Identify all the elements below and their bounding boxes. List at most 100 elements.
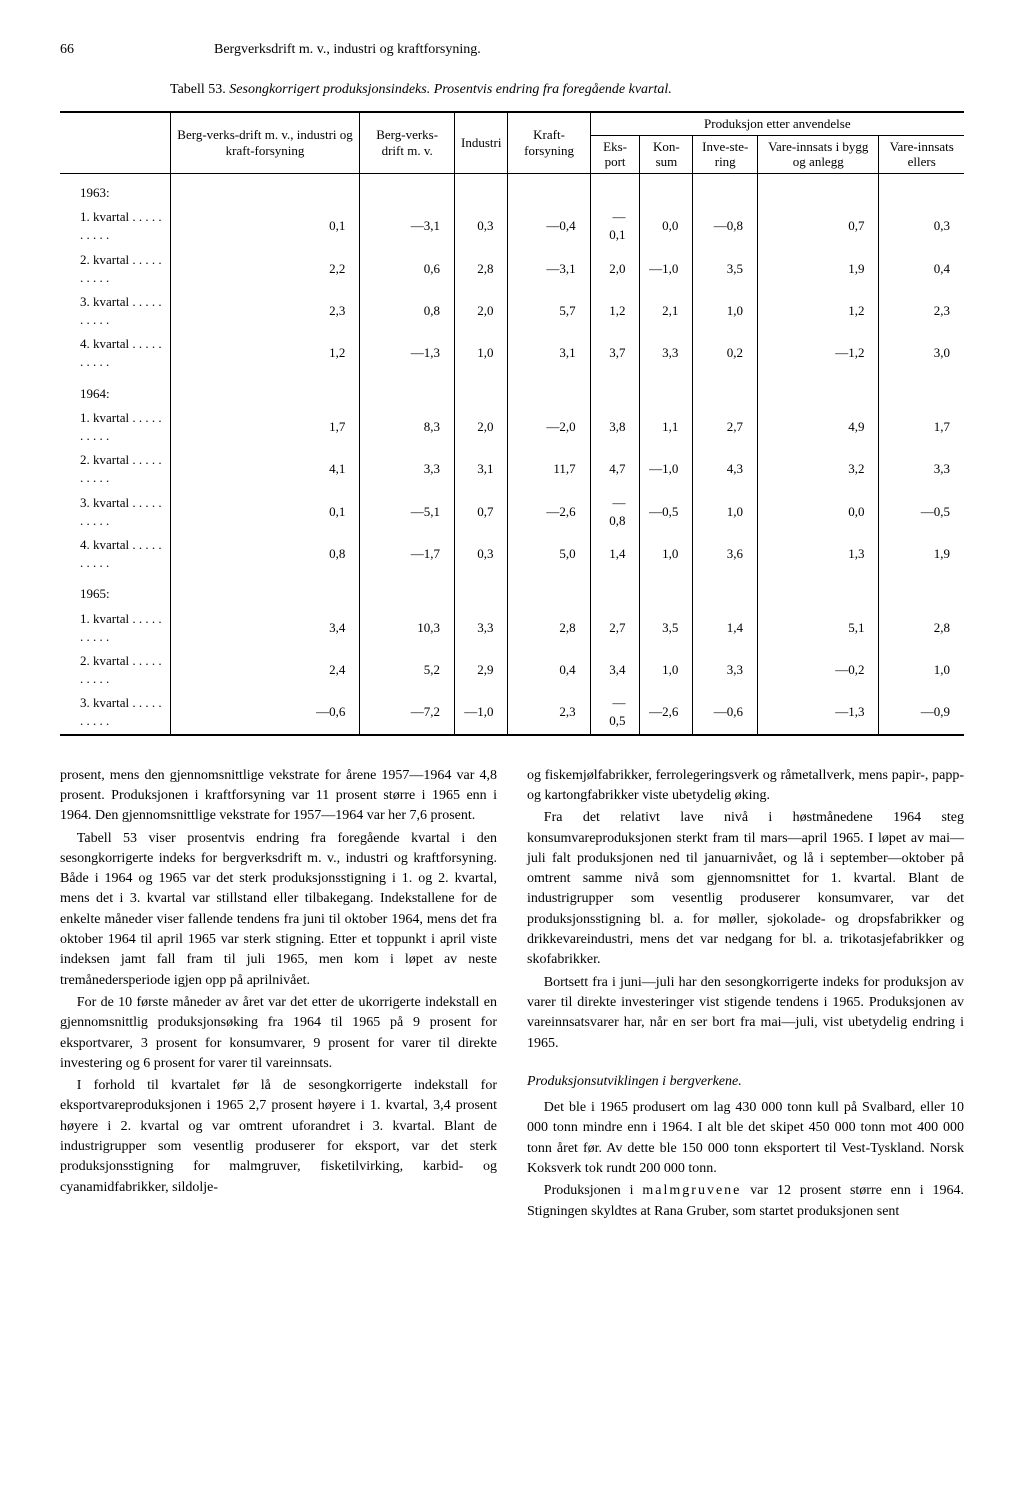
data-cell: —7,2 [360, 691, 455, 734]
data-cell: 0,2 [693, 332, 758, 374]
data-cell: 1,0 [640, 649, 693, 691]
data-cell: 1,0 [640, 533, 693, 575]
data-cell: —0,8 [693, 205, 758, 247]
data-cell: 2,9 [454, 649, 507, 691]
data-cell: 2,1 [640, 290, 693, 332]
year-label: 1965: [60, 575, 170, 606]
data-cell: 1,9 [879, 533, 964, 575]
data-cell: 3,5 [693, 248, 758, 290]
left-column: prosent, mens den gjennomsnittlige vekst… [60, 766, 497, 1224]
col-header: Berg-verks-drift m. v. [360, 112, 455, 173]
col-group-header: Produksjon etter anvendelse [590, 112, 964, 135]
data-cell: 2,7 [693, 406, 758, 448]
data-cell: 3,4 [170, 607, 360, 649]
data-cell: 1,3 [758, 533, 879, 575]
paragraph: For de 10 første måneder av året var det… [60, 993, 497, 1074]
data-cell: 3,2 [758, 448, 879, 490]
data-cell: —0,5 [640, 491, 693, 533]
data-cell: —1,0 [454, 691, 507, 734]
data-cell: 3,8 [590, 406, 640, 448]
row-label: 2. kvartal . . . . . . . . . . [60, 649, 170, 691]
data-cell: 2,8 [454, 248, 507, 290]
data-cell: 2,3 [170, 290, 360, 332]
data-cell: 5,0 [508, 533, 590, 575]
paragraph: og fiskemjølfabrikker, ferrolegeringsver… [527, 766, 964, 807]
data-cell: 0,0 [758, 491, 879, 533]
data-cell: —0,6 [693, 691, 758, 734]
col-header: Industri [454, 112, 507, 173]
data-cell: —1,0 [640, 448, 693, 490]
data-cell: 1,1 [640, 406, 693, 448]
data-cell: 3,3 [454, 607, 507, 649]
row-label: 1. kvartal . . . . . . . . . . [60, 406, 170, 448]
data-cell: 4,9 [758, 406, 879, 448]
data-cell: 0,1 [170, 491, 360, 533]
data-cell: —3,1 [360, 205, 455, 247]
col-header: Kraft-forsyning [508, 112, 590, 173]
data-cell: 0,7 [454, 491, 507, 533]
right-column: og fiskemjølfabrikker, ferrolegeringsver… [527, 766, 964, 1224]
data-cell: 2,8 [508, 607, 590, 649]
col-header: Vare-innsats i bygg og anlegg [758, 135, 879, 173]
data-cell: 0,0 [640, 205, 693, 247]
data-cell: 2,0 [454, 290, 507, 332]
paragraph: Produksjonen i malmgruvene var 12 prosen… [527, 1181, 964, 1222]
data-cell: 1,0 [879, 649, 964, 691]
data-cell: 1,2 [170, 332, 360, 374]
data-cell: 8,3 [360, 406, 455, 448]
page-title: Bergverksdrift m. v., industri og kraftf… [214, 40, 481, 60]
data-cell: 3,4 [590, 649, 640, 691]
row-label: 2. kvartal . . . . . . . . . . [60, 248, 170, 290]
section-heading: Produksjonsutviklingen i bergverkene. [527, 1072, 964, 1092]
data-cell: 3,5 [640, 607, 693, 649]
table-caption: Tabell 53. Sesongkorrigert produksjonsin… [170, 80, 964, 100]
data-cell: 3,0 [879, 332, 964, 374]
col-header: Kon-sum [640, 135, 693, 173]
row-label: 3. kvartal . . . . . . . . . . [60, 290, 170, 332]
data-cell: —0,8 [590, 491, 640, 533]
row-label: 1. kvartal . . . . . . . . . . [60, 607, 170, 649]
data-cell: 5,2 [360, 649, 455, 691]
data-cell: 0,4 [508, 649, 590, 691]
paragraph: I forhold til kvartalet før lå de sesong… [60, 1076, 497, 1198]
paragraph: Tabell 53 viser prosentvis endring fra f… [60, 829, 497, 991]
data-cell: 0,6 [360, 248, 455, 290]
paragraph: Fra det relativt lave nivå i høstmåneden… [527, 808, 964, 970]
year-label: 1964: [60, 375, 170, 406]
year-label: 1963: [60, 173, 170, 205]
paragraph: Det ble i 1965 produsert om lag 430 000 … [527, 1098, 964, 1179]
data-cell: 2,0 [590, 248, 640, 290]
data-cell: —1,3 [758, 691, 879, 734]
row-label: 3. kvartal . . . . . . . . . . [60, 491, 170, 533]
data-cell: 0,7 [758, 205, 879, 247]
data-cell: 1,2 [758, 290, 879, 332]
data-cell: 1,4 [590, 533, 640, 575]
data-cell: 1,0 [693, 290, 758, 332]
data-cell: —1,3 [360, 332, 455, 374]
data-cell: —2,0 [508, 406, 590, 448]
data-cell: 1,0 [693, 491, 758, 533]
data-cell: 5,1 [758, 607, 879, 649]
table-description: Sesongkorrigert produksjonsindeks. Prose… [229, 82, 672, 97]
data-cell: 0,3 [454, 533, 507, 575]
body-text: prosent, mens den gjennomsnittlige vekst… [60, 766, 964, 1224]
data-cell: 3,3 [879, 448, 964, 490]
data-cell: 3,3 [693, 649, 758, 691]
col-header: Berg-verks-drift m. v., industri og kraf… [170, 112, 360, 173]
row-label: 4. kvartal . . . . . . . . . . [60, 533, 170, 575]
row-label: 4. kvartal . . . . . . . . . . [60, 332, 170, 374]
data-cell: 1,7 [879, 406, 964, 448]
col-header: Inve-ste-ring [693, 135, 758, 173]
data-cell: 3,7 [590, 332, 640, 374]
data-cell: 2,7 [590, 607, 640, 649]
data-cell: 0,8 [170, 533, 360, 575]
data-cell: —2,6 [640, 691, 693, 734]
row-label: 1. kvartal . . . . . . . . . . [60, 205, 170, 247]
page-header: 66 Bergverksdrift m. v., industri og kra… [60, 40, 964, 60]
row-label: 2. kvartal . . . . . . . . . . [60, 448, 170, 490]
data-cell: 0,1 [170, 205, 360, 247]
data-cell: —0,5 [590, 691, 640, 734]
data-cell: —0,4 [508, 205, 590, 247]
data-cell: 0,3 [454, 205, 507, 247]
data-cell: 1,0 [454, 332, 507, 374]
